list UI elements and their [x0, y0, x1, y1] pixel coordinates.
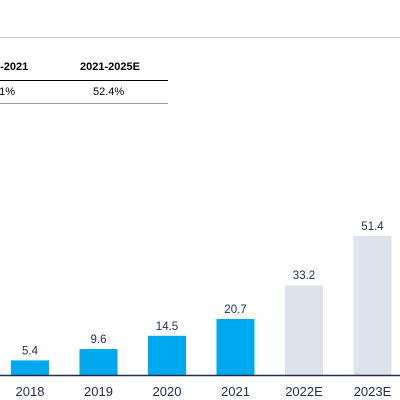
- bar-2023E: [353, 236, 392, 375]
- x-axis-tick-label-2020: 2020: [153, 384, 182, 399]
- cagr-value-period-2: 52.4%: [93, 86, 125, 98]
- cagr-table: 6-2021 2021-2025E 9.1% 52.4%: [0, 54, 168, 104]
- x-axis-tick-label-2018: 2018: [16, 384, 45, 399]
- bar-value-label-2019: 9.6: [91, 334, 107, 346]
- bar-2018: [11, 360, 49, 375]
- cagr-header-period-1: 6-2021: [0, 61, 29, 73]
- top-divider: [0, 37, 400, 38]
- x-axis-tick-label-2021: 2021: [221, 384, 250, 399]
- cagr-header-period-2: 2021-2025E: [80, 61, 140, 73]
- bar-value-label-2020: 14.5: [156, 321, 178, 333]
- bar-2019: [79, 349, 118, 375]
- bar-2021: [216, 319, 255, 375]
- bar-2022E: [285, 285, 323, 375]
- x-axis-tick-label-2023E: 2023E: [354, 384, 392, 399]
- cagr-value-period-1: 9.1%: [0, 86, 16, 98]
- cagr-table-row: 9.1% 52.4%: [0, 81, 168, 104]
- bar-value-label-2023E: 51.4: [361, 221, 384, 233]
- x-axis-tick-label-2019: 2019: [84, 384, 113, 399]
- x-axis-tick-label-2022E: 2022E: [285, 384, 323, 399]
- bar-value-label-2018: 5.4: [22, 345, 39, 357]
- bar-value-label-2021: 20.7: [224, 304, 246, 316]
- bar-2020: [148, 335, 186, 375]
- bar-value-label-2022E: 33.2: [293, 270, 315, 282]
- cagr-table-header: 6-2021 2021-2025E: [0, 54, 168, 81]
